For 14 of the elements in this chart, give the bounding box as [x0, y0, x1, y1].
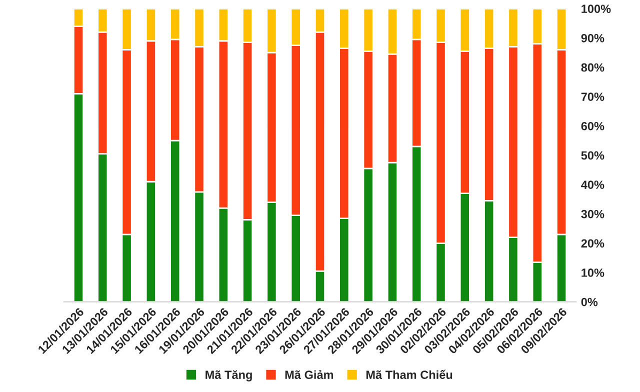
y-tick-label: 30%: [581, 210, 604, 218]
y-tick-label: 40%: [581, 180, 604, 189]
y-tick-label: 100%: [582, 4, 611, 14]
legend-label: Mã Tham Chiếu: [366, 370, 452, 379]
y-tick-label: 70%: [581, 92, 604, 101]
y-tick-label: 10%: [582, 268, 604, 277]
y-tick-label: 90%: [581, 34, 604, 42]
y-tick-label: 20%: [581, 239, 604, 248]
y-tick-label: 50%: [581, 151, 604, 160]
y-tick-label: 60%: [581, 122, 604, 130]
legend-label: Mã Giảm: [285, 370, 334, 379]
y-tick-label: 80%: [581, 63, 604, 72]
legend-label: Mã Tăng: [206, 370, 252, 382]
y-tick-label: 0%: [581, 298, 598, 306]
